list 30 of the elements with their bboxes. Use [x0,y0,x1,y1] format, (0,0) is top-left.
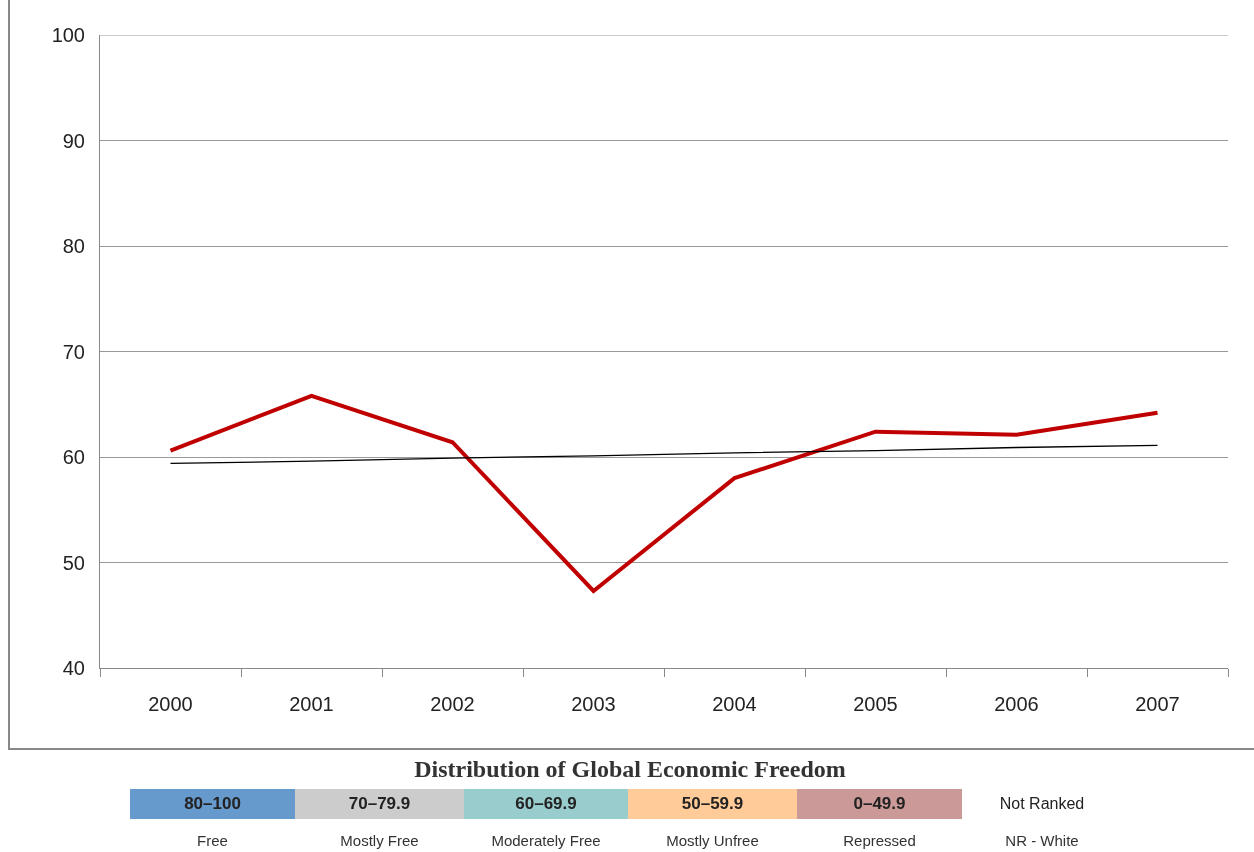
x-tick-label: 2001 [289,693,334,715]
text: Moderately Free [490,832,602,849]
y-tick-label: 40 [62,657,85,679]
text: 70–79.9 [295,789,464,819]
text: Free [196,832,229,849]
line-series [168,393,1160,593]
text: Not Ranked [998,794,1086,814]
text: Mostly Unfree [665,832,760,849]
text: NR - White [1004,832,1080,849]
x-tick-label: 2006 [994,693,1039,715]
x-tick-label: 2002 [430,693,475,715]
text: 60–69.9 [464,789,628,819]
text: Mostly Free [339,832,420,849]
text: Distribution of Global Economic Freedom [413,756,847,783]
x-tick-label: 2003 [571,693,616,715]
x-tick-label: 2000 [148,693,193,715]
text: 50–59.9 [628,789,797,819]
line-series [169,444,1159,464]
y-tick-label: 60 [62,446,85,468]
text: 80–100 [130,789,295,819]
x-tick-label: 2005 [853,693,898,715]
y-tick-label: 90 [62,129,85,152]
text: 0–49.9 [797,789,962,819]
y-tick-label: 70 [62,340,85,363]
y-tick-label: 100 [51,24,85,46]
x-tick-label: 2007 [1135,693,1180,715]
x-tick-label: 2004 [712,693,757,715]
y-tick-label: 80 [62,235,85,257]
y-tick-label: 50 [62,551,85,574]
text: Repressed [842,832,917,849]
